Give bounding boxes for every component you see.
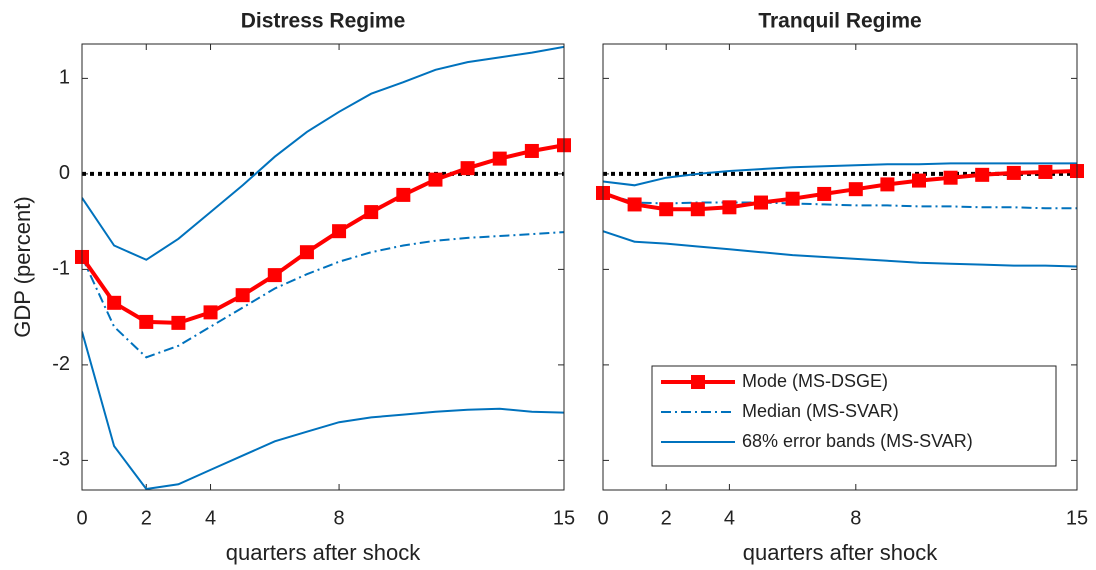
x-axis-label: quarters after shock (743, 540, 938, 565)
axes-box (81, 43, 565, 491)
marker (396, 187, 411, 202)
marker (880, 177, 895, 192)
marker (524, 143, 539, 158)
marker (1006, 165, 1021, 180)
marker (848, 182, 863, 197)
plot-area (82, 45, 564, 490)
y-axis-label: GDP (percent) (10, 196, 35, 337)
x-tick-label: 15 (1066, 507, 1088, 529)
marker (267, 268, 282, 283)
panel-title: Tranquil Regime (758, 10, 921, 33)
legend-label: 68% error bands (MS-SVAR) (742, 431, 973, 451)
x-tick-label: 15 (553, 507, 575, 529)
error-band (603, 230, 1077, 268)
error-band (82, 331, 564, 490)
median-line (603, 192, 1077, 210)
marker (912, 173, 926, 188)
x-tick-label: 8 (850, 507, 861, 529)
legend: Mode (MS-DSGE) Median (MS-SVAR) 68% error … (651, 365, 1057, 467)
x-tick-label: 2 (661, 507, 672, 529)
marker (364, 205, 379, 220)
y-tick-label: -2 (52, 353, 70, 375)
y-tick-label: -1 (52, 258, 70, 280)
x-tick-label: 8 (334, 507, 345, 529)
x-axis-label: quarters after shock (226, 540, 421, 565)
marker (107, 295, 122, 310)
x-tick-label: 0 (76, 507, 87, 529)
median-line (82, 231, 564, 359)
panel-title: Distress Regime (241, 10, 406, 33)
x-tick-label: 0 (597, 507, 608, 529)
marker (659, 202, 674, 217)
x-tick-label: 4 (724, 507, 735, 529)
axes-box (602, 43, 1078, 491)
error-band (82, 45, 564, 261)
marker (1038, 164, 1053, 179)
y-tick-label: -3 (52, 449, 70, 471)
marker (943, 170, 958, 185)
marker (754, 195, 768, 210)
marker (235, 288, 250, 303)
legend-marker (691, 375, 705, 389)
x-tick-label: 2 (141, 507, 152, 529)
marker (203, 305, 218, 320)
mode-line (603, 169, 1077, 212)
plot-area (603, 162, 1077, 268)
marker (299, 245, 314, 260)
y-tick-label: 0 (59, 162, 70, 184)
marker (975, 167, 990, 182)
marker (627, 197, 642, 212)
marker (785, 191, 800, 206)
marker (492, 151, 507, 166)
marker (428, 172, 443, 187)
marker (817, 186, 832, 201)
marker (722, 200, 737, 215)
marker (139, 314, 154, 329)
x-tick-label: 4 (205, 507, 216, 529)
marker (460, 161, 475, 176)
legend-label: Mode (MS-DSGE) (742, 371, 888, 391)
error-band (603, 162, 1077, 187)
y-tick-label: 1 (59, 67, 70, 89)
marker (332, 224, 347, 239)
legend-label: Median (MS-SVAR) (742, 401, 899, 421)
marker (171, 315, 186, 330)
marker (690, 202, 705, 217)
mode-line (82, 143, 564, 325)
